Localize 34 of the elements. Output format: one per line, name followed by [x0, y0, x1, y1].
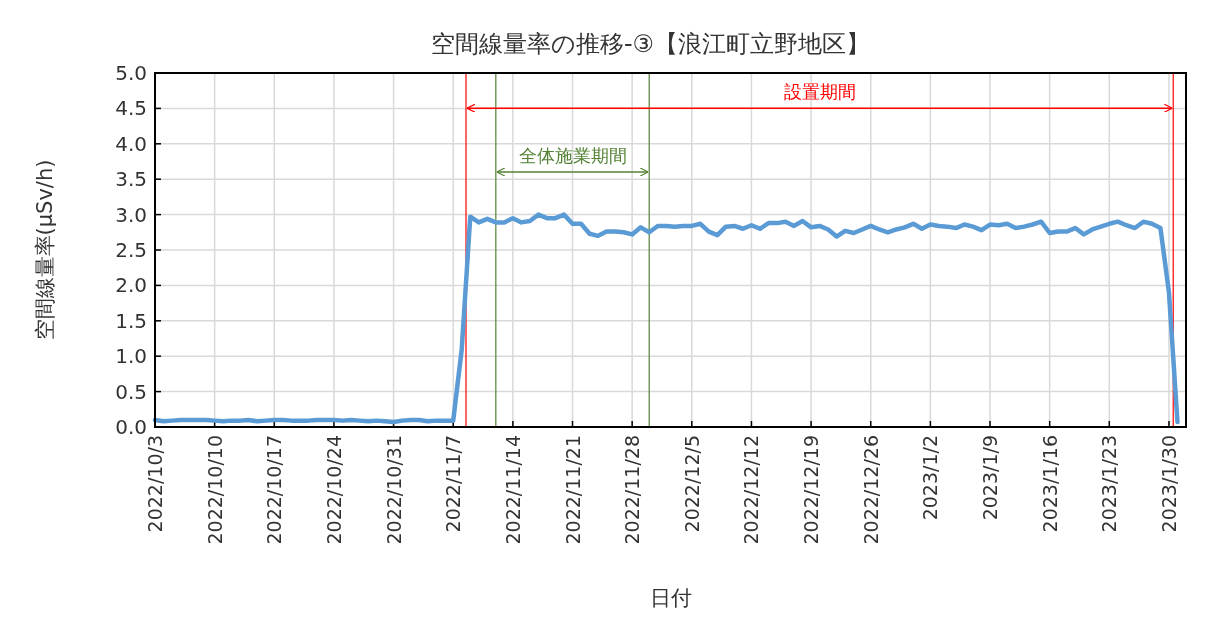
- y-tick-label: 5.0: [115, 61, 147, 85]
- x-tick-label: 2022/12/5: [680, 435, 703, 533]
- x-axis-title: 日付: [649, 586, 692, 610]
- y-tick-label: 1.5: [115, 308, 147, 333]
- x-tick-label: 2022/11/7: [442, 435, 465, 533]
- y-tick-label: 3.5: [115, 167, 147, 192]
- chart-title: 空間線量率の推移-③【浪江町立野地区】: [430, 30, 871, 58]
- x-tick-label: 2022/11/28: [621, 435, 644, 545]
- x-tick-label: 2022/10/10: [203, 435, 226, 545]
- x-tick-label: 2022/12/26: [859, 435, 882, 545]
- y-axis-title: 空間線量率(μSv/h): [33, 159, 57, 341]
- annotation: 全体施業期間: [518, 144, 627, 166]
- y-tick-label: 1.0: [115, 344, 147, 369]
- y-tick-label: 2.0: [115, 273, 147, 298]
- x-tick-label: 2023/1/2: [919, 435, 942, 521]
- x-tick-label: 2023/1/30: [1157, 435, 1180, 533]
- x-tick-label: 2023/1/9: [979, 435, 1002, 521]
- x-tick-label: 2023/1/23: [1098, 435, 1121, 533]
- x-tick-label: 2022/10/3: [144, 435, 166, 533]
- x-tick-label: 2022/10/17: [263, 435, 286, 545]
- y-tick-label: 4.0: [115, 131, 147, 156]
- y-tick-label: 4.5: [115, 96, 147, 121]
- x-tick-label: 2023/1/16: [1038, 435, 1061, 533]
- x-tick-label: 2022/11/14: [501, 435, 524, 545]
- y-tick-label: 0.0: [115, 415, 147, 439]
- y-tick-label: 3.0: [115, 202, 147, 227]
- x-tick-label: 2022/11/21: [561, 435, 584, 545]
- y-tick-label: 2.5: [115, 238, 147, 262]
- x-tick-label: 2022/10/24: [322, 435, 345, 545]
- y-tick-label: 0.5: [115, 379, 147, 404]
- annotation: 設置期間: [783, 81, 856, 103]
- x-tick-label: 2022/12/12: [740, 435, 763, 545]
- x-tick-label: 2022/12/19: [800, 435, 823, 545]
- x-tick-label: 2022/10/31: [382, 435, 405, 545]
